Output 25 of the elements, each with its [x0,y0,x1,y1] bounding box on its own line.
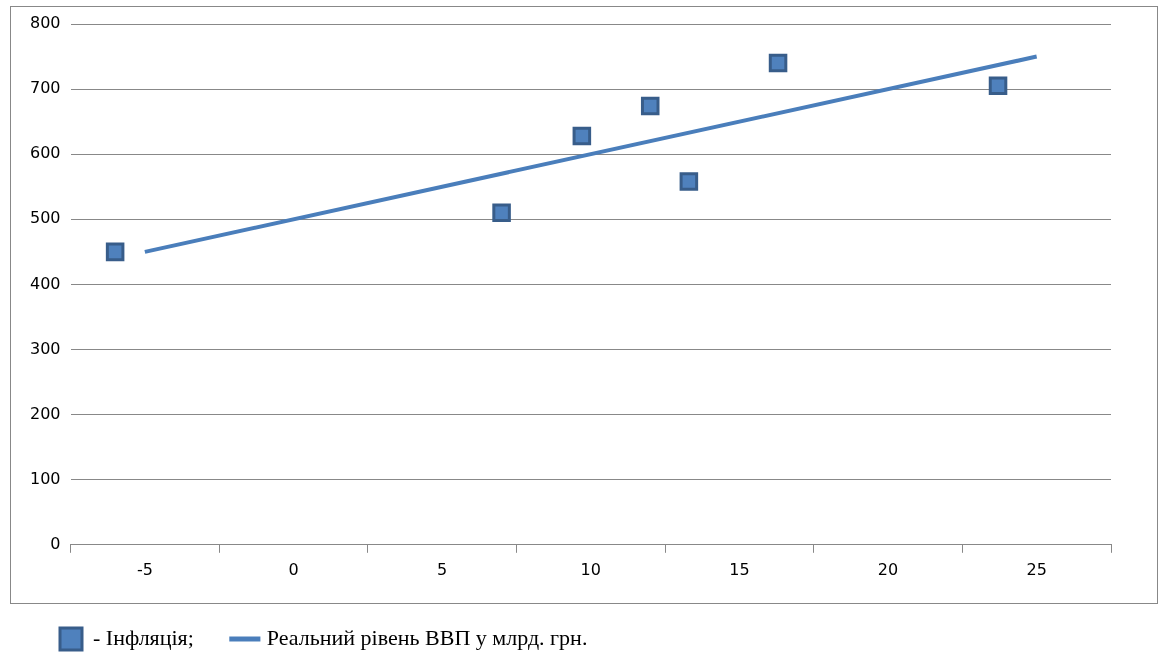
x-tick-label: 0 [288,559,299,579]
y-tick-label: 800 [29,13,61,33]
y-tick-label: 300 [29,338,61,358]
x-tick-label: 10 [580,559,601,579]
x-tick-label: 15 [729,559,750,579]
y-tick-label: 100 [29,468,61,488]
y-tick-label: 700 [29,78,61,98]
x-tick-label: -5 [136,559,153,579]
y-tick-label: 400 [29,273,61,293]
point [768,53,788,73]
point [572,126,592,146]
x-tick-label: 25 [1026,559,1047,579]
x-tick-label: 20 [877,559,899,579]
y-tick-label: 0 [50,533,61,553]
x-tick-label: 5 [437,559,448,579]
legend-label: Реальний рівень ВВП у млрд. грн. [266,624,588,650]
legend-label: - Інфляція; [93,624,194,650]
point [492,203,511,223]
point [988,76,1008,96]
y-tick-label: 200 [29,403,61,423]
y-tick-label: 500 [29,208,61,228]
point [640,96,660,116]
y-tick-label: 600 [29,143,61,163]
point [105,242,125,262]
point [679,172,699,191]
